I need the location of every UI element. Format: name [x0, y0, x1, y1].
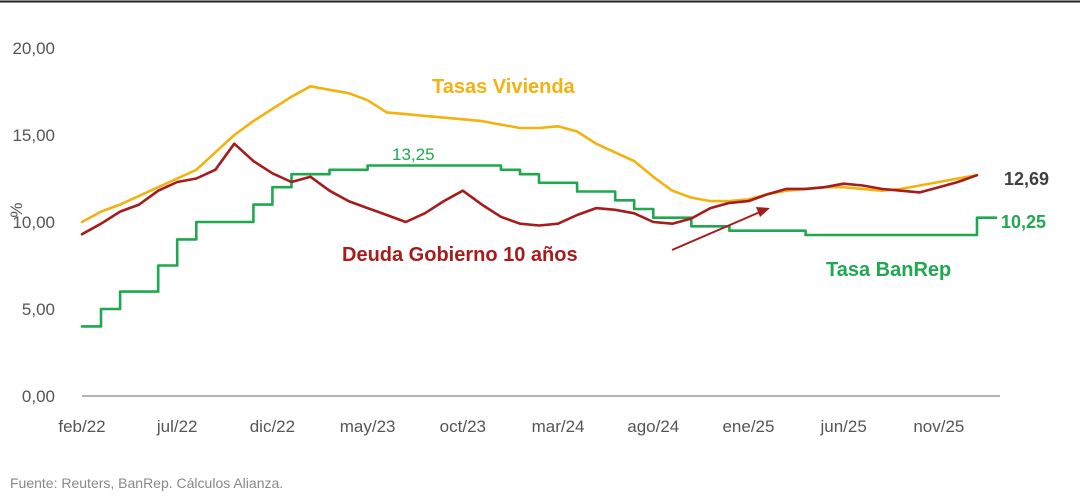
x-tick-label: jul/22 — [156, 417, 198, 436]
x-tick-label: mar/24 — [532, 417, 585, 436]
y-tick-label: 15,00 — [12, 126, 55, 145]
x-tick-label: ene/25 — [722, 417, 774, 436]
series-line-deuda-gobierno-10-anos — [80, 142, 979, 236]
series-line-tasa-banrep — [80, 164, 998, 328]
trend-arrow-head — [756, 207, 770, 217]
series-layer — [80, 85, 998, 328]
y-tick-label: 5,00 — [22, 300, 55, 319]
x-tick-label: dic/22 — [250, 417, 295, 436]
end-value-banrep: 10,25 — [1001, 212, 1046, 232]
y-tick-label: 10,00 — [12, 213, 55, 232]
banrep-peak-label: 13,25 — [392, 145, 435, 164]
y-axis-ticks: 0,00 5,00 10,00 15,00 20,00 — [12, 39, 55, 406]
y-axis-label: % — [7, 202, 26, 217]
x-tick-label: ago/24 — [627, 417, 679, 436]
x-tick-label: nov/25 — [913, 417, 964, 436]
x-axis-ticks: feb/22 jul/22 dic/22 may/23 oct/23 mar/24 ago/… — [58, 417, 964, 436]
x-tick-label: feb/22 — [58, 417, 105, 436]
label-deuda-gobierno: Deuda Gobierno 10 años — [342, 244, 578, 266]
label-tasas-vivienda: Tasas Vivienda — [432, 76, 576, 98]
y-tick-label: 20,00 — [12, 39, 55, 58]
x-tick-label: oct/23 — [440, 417, 486, 436]
x-tick-label: jun/25 — [820, 417, 867, 436]
x-tick-label: may/23 — [340, 417, 396, 436]
y-tick-label: 0,00 — [22, 387, 55, 406]
end-value-debt: 12,69 — [1004, 169, 1049, 189]
label-tasa-banrep: Tasa BanRep — [826, 259, 951, 281]
source-note: Fuente: Reuters, BanRep. Cálculos Alianz… — [10, 475, 283, 491]
series-line-tasas-vivienda — [80, 85, 979, 224]
trend-arrow-line — [671, 211, 761, 251]
